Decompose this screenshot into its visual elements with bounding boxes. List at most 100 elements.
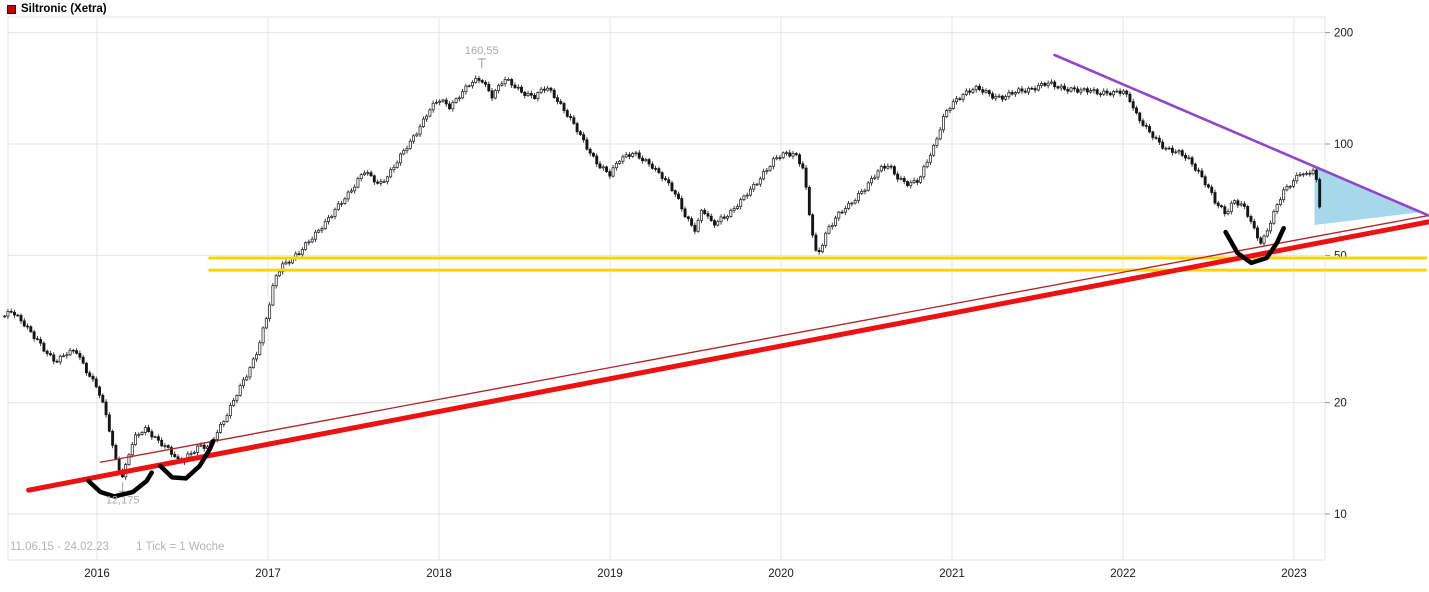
candlestick-body xyxy=(1242,203,1246,207)
candlestick-body xyxy=(1236,200,1240,206)
candlestick-body xyxy=(1063,85,1066,90)
candlestick-body xyxy=(287,261,291,264)
candlestick-body xyxy=(847,203,851,209)
candlestick-body xyxy=(1187,157,1191,160)
candlestick-body xyxy=(45,350,49,354)
candlestick-body xyxy=(1131,101,1135,109)
candlestick-body xyxy=(729,209,733,217)
candlestick-body xyxy=(1190,157,1194,165)
candlestick-body xyxy=(1272,211,1276,224)
candlestick-body xyxy=(618,160,622,164)
candlestick-body xyxy=(735,206,739,209)
candlestick-body xyxy=(693,224,697,232)
candlestick-body xyxy=(405,148,409,151)
candlestick-body xyxy=(516,86,520,89)
pattern-fill-layer xyxy=(1314,166,1423,226)
candlestick-body xyxy=(981,89,985,93)
candlestick-body xyxy=(997,95,1001,98)
candlestick-body xyxy=(173,453,177,458)
candlestick-body xyxy=(546,87,550,91)
candlestick-body xyxy=(644,159,648,162)
candlestick-body xyxy=(1085,88,1089,93)
candlestick-body xyxy=(1275,204,1279,212)
candlestick-body xyxy=(942,116,945,131)
candlestick-body xyxy=(1269,222,1273,232)
candlestick-body xyxy=(513,84,517,88)
candlestick-body xyxy=(52,354,56,362)
candlestick-body xyxy=(1200,170,1204,178)
candlestick-body xyxy=(6,311,10,317)
candlestick-body xyxy=(932,144,936,156)
candlestick-body xyxy=(1102,90,1106,95)
candlestick-body xyxy=(363,172,366,176)
candlestick-body xyxy=(529,93,533,96)
candlestick-body xyxy=(883,165,887,169)
candlestick-body xyxy=(575,123,579,133)
candlestick-body xyxy=(343,198,347,204)
candlestick-body xyxy=(1020,88,1024,92)
candlestick-body xyxy=(238,385,242,396)
candlestick-body xyxy=(605,166,608,172)
candlestick-body xyxy=(595,155,599,165)
candlestick-body xyxy=(1233,200,1237,204)
candlestick-body xyxy=(657,168,661,174)
candlestick-body xyxy=(1301,173,1305,176)
candlestick-layer xyxy=(3,75,1322,480)
candlestick-body xyxy=(32,331,36,339)
candlestick-body xyxy=(1095,89,1099,95)
candlestick-body xyxy=(461,91,465,99)
candlestick-body xyxy=(39,339,43,344)
candlestick-body xyxy=(170,447,173,455)
candlestick-body xyxy=(1013,92,1017,95)
candlestick-body xyxy=(870,178,873,184)
candlestick-body xyxy=(500,83,504,86)
candlestick-body xyxy=(317,229,321,233)
candlestick-body xyxy=(798,154,801,165)
candlestick-body xyxy=(1229,202,1233,212)
candlestick-body xyxy=(1259,237,1263,244)
candlestick-body xyxy=(641,157,644,162)
candlestick-body xyxy=(781,152,785,159)
candlestick-body xyxy=(549,87,553,91)
candlestick-body xyxy=(955,98,959,103)
candlestick-body xyxy=(310,238,314,243)
candlestick-body xyxy=(909,182,913,187)
y-axis-label: 50 xyxy=(1334,250,1347,262)
candlestick-body xyxy=(84,362,88,374)
candlestick-body xyxy=(974,85,978,91)
candlestick-body xyxy=(696,219,700,232)
candlestick-body xyxy=(1249,216,1253,222)
candlestick-body xyxy=(801,163,805,169)
candlestick-body xyxy=(389,169,393,178)
candlestick-body xyxy=(1023,90,1027,93)
triangle-pattern-fill xyxy=(1314,166,1423,226)
candlestick-body xyxy=(1112,91,1116,96)
candlestick-body xyxy=(722,216,726,219)
candlestick-body xyxy=(1072,87,1076,90)
candlestick-body xyxy=(484,81,487,85)
x-axis-label: 2017 xyxy=(255,568,281,580)
candlestick-body xyxy=(232,399,236,406)
candlestick-body xyxy=(271,285,275,306)
candlestick-body xyxy=(902,177,906,182)
candlestick-body xyxy=(1066,88,1070,92)
candlestick-body xyxy=(127,454,131,465)
candlestick-body xyxy=(464,85,468,93)
candlestick-body xyxy=(1069,87,1073,92)
candlestick-body xyxy=(935,138,939,146)
candlestick-body xyxy=(1059,85,1063,89)
candlestick-body xyxy=(1256,227,1259,239)
candlestick-body xyxy=(258,342,262,355)
candlestick-body xyxy=(1125,90,1129,95)
candlestick-body xyxy=(1295,175,1299,182)
support-trendline xyxy=(26,219,1429,493)
candlestick-body xyxy=(637,152,641,159)
x-axis-label: 2022 xyxy=(1110,568,1136,580)
candlestick-body xyxy=(1216,202,1220,206)
candlestick-body xyxy=(811,214,815,236)
candlestick-body xyxy=(1138,112,1142,122)
candlestick-body xyxy=(372,175,376,183)
candlestick-body xyxy=(834,217,837,226)
candlestick-body xyxy=(719,216,723,223)
candlestick-body xyxy=(945,110,949,117)
